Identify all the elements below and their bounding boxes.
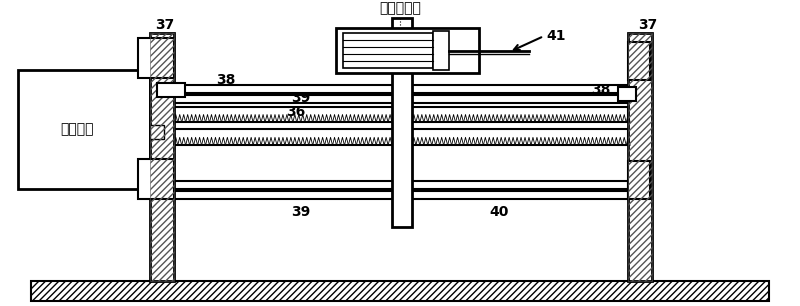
Text: 41: 41 <box>547 29 566 43</box>
Bar <box>150 125 164 139</box>
Bar <box>157 83 185 97</box>
Bar <box>335 28 479 73</box>
Text: 36: 36 <box>286 105 305 118</box>
Text: 38: 38 <box>217 73 236 87</box>
Bar <box>31 281 769 301</box>
Text: 39: 39 <box>291 205 310 219</box>
Text: 40: 40 <box>490 205 509 219</box>
Bar <box>174 95 628 103</box>
Bar <box>628 33 652 281</box>
Text: 37: 37 <box>155 18 174 32</box>
Bar <box>174 191 628 199</box>
Bar <box>343 33 433 68</box>
Bar <box>138 38 174 78</box>
Bar <box>150 33 174 281</box>
Text: 37: 37 <box>638 18 658 32</box>
Text: 步进电机: 步进电机 <box>61 122 94 136</box>
Bar <box>18 70 150 189</box>
Bar <box>628 33 652 281</box>
Bar <box>618 87 636 101</box>
Text: 微型注射器: 微型注射器 <box>379 1 421 15</box>
Bar <box>174 129 628 145</box>
Bar <box>174 85 628 93</box>
Bar <box>174 106 628 122</box>
Bar <box>628 161 650 199</box>
Bar <box>433 31 449 70</box>
Bar <box>138 159 174 199</box>
Text: 38: 38 <box>591 83 610 97</box>
Text: 39: 39 <box>291 91 310 105</box>
Bar <box>174 181 628 189</box>
Bar <box>150 33 174 281</box>
Bar <box>628 42 650 80</box>
Bar <box>392 18 412 227</box>
